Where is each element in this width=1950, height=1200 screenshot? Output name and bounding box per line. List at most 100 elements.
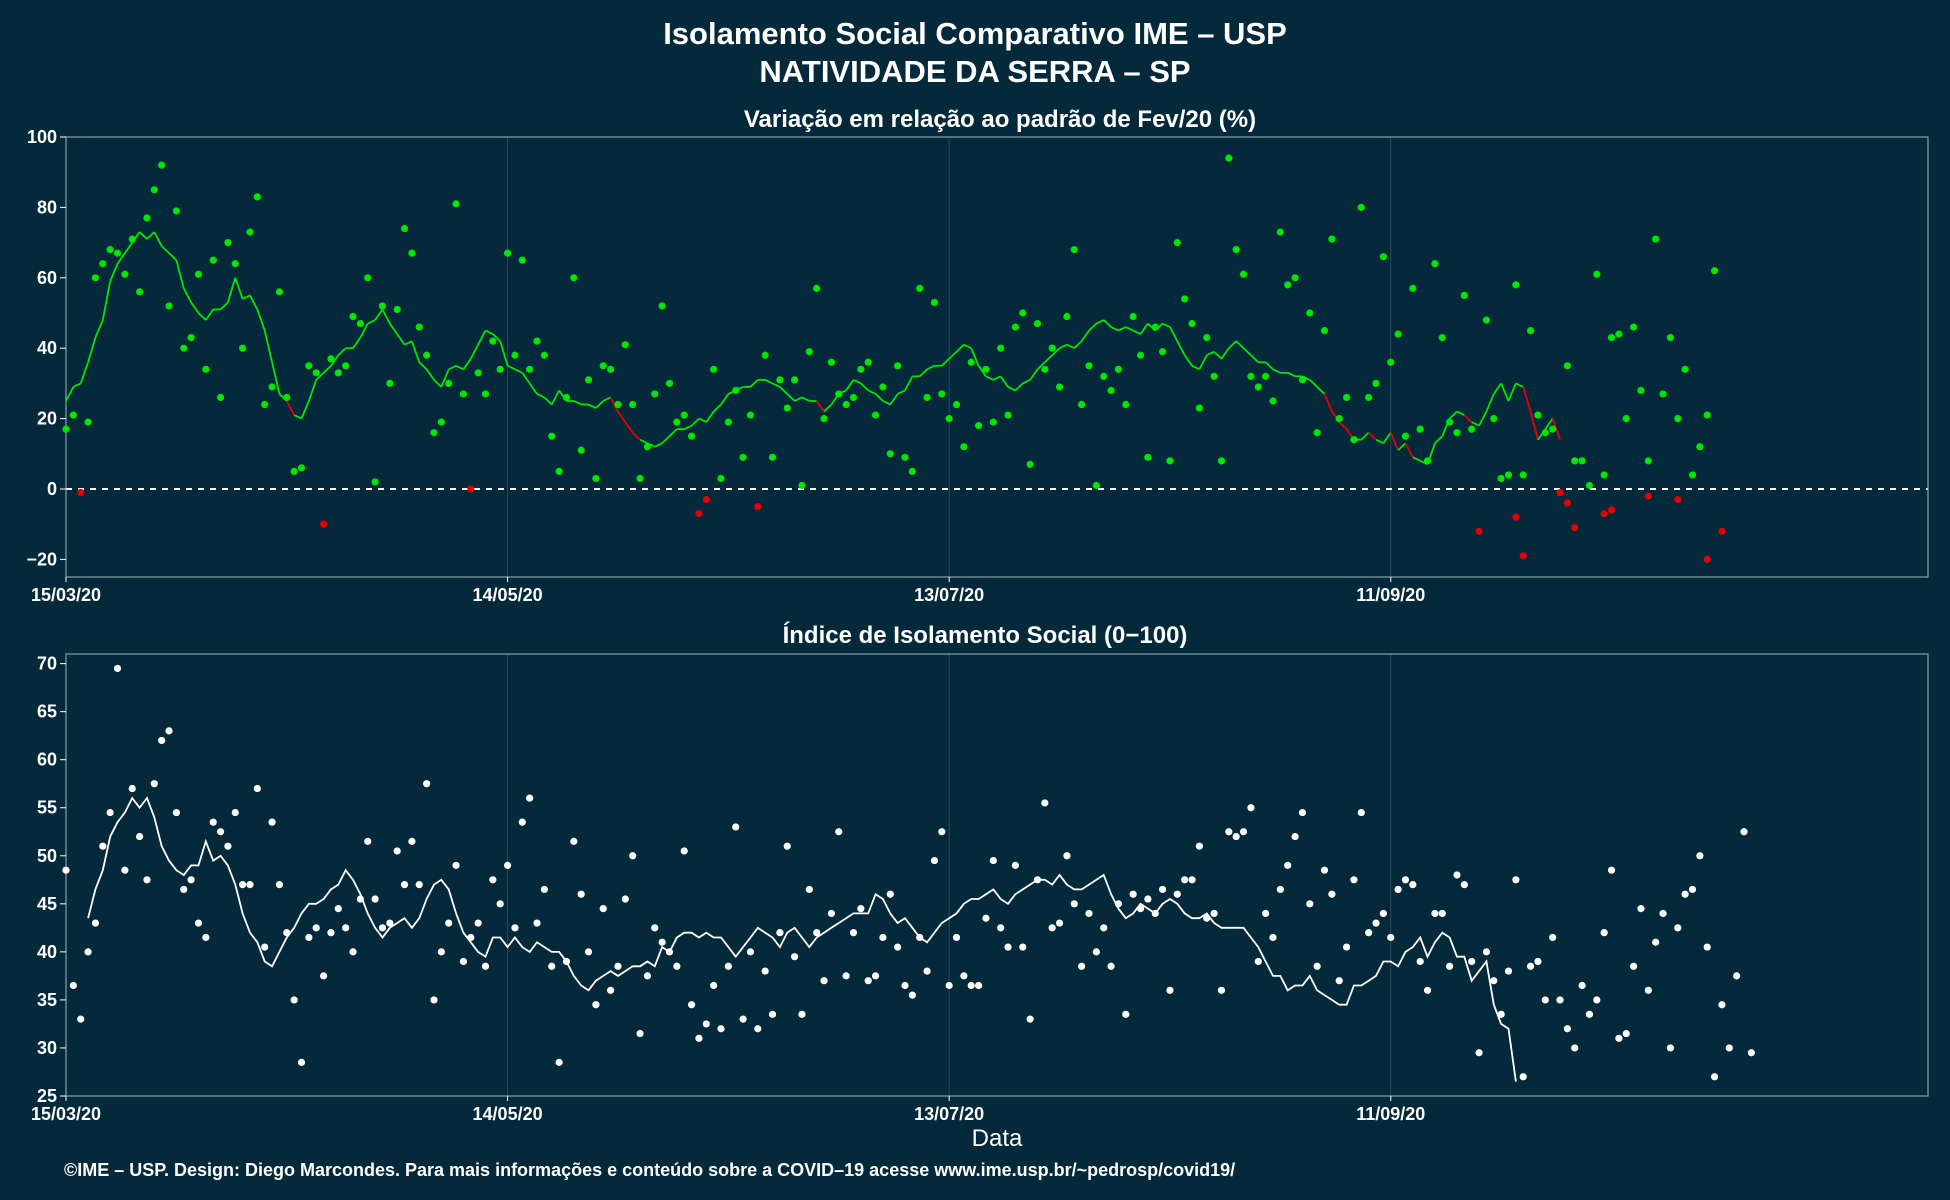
data-point	[842, 972, 850, 980]
data-point-positive	[651, 390, 659, 398]
data-point	[665, 948, 674, 956]
data-point-positive	[967, 358, 975, 366]
trend-line-segment	[499, 340, 509, 367]
data-point	[952, 933, 961, 942]
trend-line-segment	[661, 435, 671, 444]
data-point-positive	[1100, 372, 1108, 380]
data-point	[496, 900, 504, 908]
trend-line-segment	[1250, 354, 1259, 363]
trend-line-segment	[308, 379, 318, 402]
data-point-positive	[643, 443, 652, 451]
data-point	[1622, 1029, 1630, 1038]
data-point	[371, 895, 379, 903]
data-point	[629, 852, 637, 860]
data-point-positive	[1659, 390, 1667, 398]
trend-line-segment	[1162, 322, 1171, 328]
trend-line-segment	[963, 343, 972, 350]
data-point-positive	[327, 355, 335, 363]
x-tick-label: 14/05/20	[473, 1104, 543, 1124]
data-point	[1254, 957, 1262, 966]
data-point-positive	[1482, 316, 1491, 324]
trend-line-segment	[1220, 347, 1230, 360]
trend-line-segment	[1095, 319, 1105, 325]
trend-line-segment	[1529, 411, 1539, 440]
data-point	[805, 885, 813, 894]
data-point	[1512, 876, 1520, 884]
data-point	[1195, 842, 1203, 850]
trend-line-segment	[1375, 438, 1384, 445]
data-point-positive	[1585, 481, 1594, 490]
data-point	[1423, 986, 1432, 994]
y-tick-label: 40	[37, 338, 57, 358]
data-point-positive	[1070, 246, 1078, 254]
data-point-positive	[150, 186, 158, 194]
y-tick-label: 50	[37, 846, 57, 866]
data-point	[1718, 1001, 1726, 1009]
data-point-positive	[982, 365, 990, 373]
data-point-positive	[768, 453, 777, 461]
data-point-positive	[1342, 393, 1351, 402]
data-point-positive	[1446, 418, 1454, 426]
data-point	[231, 808, 239, 817]
trend-line-segment	[462, 358, 472, 370]
trend-line-segment	[1368, 432, 1377, 441]
data-point	[1652, 938, 1660, 946]
data-point	[1644, 986, 1652, 994]
data-point-positive	[69, 411, 77, 419]
data-point-positive	[503, 249, 512, 257]
data-point	[474, 919, 482, 927]
trend-line-segment	[1110, 326, 1119, 332]
data-point-positive	[1630, 323, 1638, 331]
data-point	[710, 981, 718, 990]
data-point-positive	[842, 400, 850, 409]
data-point-positive	[592, 474, 600, 483]
data-point	[1637, 905, 1645, 913]
data-point-positive	[1144, 453, 1152, 461]
data-point	[1357, 808, 1365, 817]
data-point-positive	[827, 358, 836, 366]
data-point-negative	[754, 503, 762, 511]
trend-line-segment	[440, 368, 450, 388]
data-point	[261, 943, 269, 951]
data-point-positive	[938, 390, 946, 398]
trend-line-segment	[1382, 432, 1392, 444]
data-point	[724, 962, 732, 970]
panel1-title: Variação em relação ao padrão de Fev/20 …	[744, 106, 1256, 133]
x-tick-label: 13/07/20	[914, 585, 984, 605]
data-point-positive	[1365, 393, 1373, 402]
trend-line-segment	[1478, 411, 1488, 427]
data-point	[1446, 962, 1454, 970]
data-point-positive	[776, 376, 784, 384]
data-point	[1247, 804, 1255, 812]
trend-line-segment	[595, 400, 604, 409]
data-point-positive	[1055, 383, 1064, 391]
data-point	[1593, 996, 1601, 1004]
data-point-positive	[378, 302, 387, 310]
data-point	[997, 924, 1005, 932]
data-point	[1004, 943, 1012, 951]
data-point	[1313, 962, 1321, 970]
trend-line-segment	[1316, 386, 1326, 395]
data-point	[1225, 828, 1233, 836]
trend-line-segment	[197, 312, 207, 321]
trend-line-segment	[1323, 393, 1333, 412]
data-point	[1129, 890, 1137, 898]
trend-line-segment	[271, 362, 281, 395]
data-point	[364, 837, 372, 845]
trend-line-segment	[190, 301, 200, 314]
data-point	[1203, 914, 1211, 922]
trend-line-segment	[609, 397, 619, 412]
data-point-positive	[91, 274, 100, 282]
data-point-positive	[1232, 246, 1240, 254]
data-point	[746, 948, 755, 956]
data-point	[599, 905, 607, 913]
data-point-positive	[297, 464, 306, 472]
trend-line-segment	[999, 375, 1009, 388]
trend-line-segment	[1073, 340, 1083, 349]
data-point-positive	[1033, 319, 1042, 328]
data-point-positive	[636, 474, 644, 483]
data-point	[739, 1015, 747, 1023]
data-point-positive	[1320, 327, 1329, 335]
data-point-positive	[275, 288, 284, 296]
